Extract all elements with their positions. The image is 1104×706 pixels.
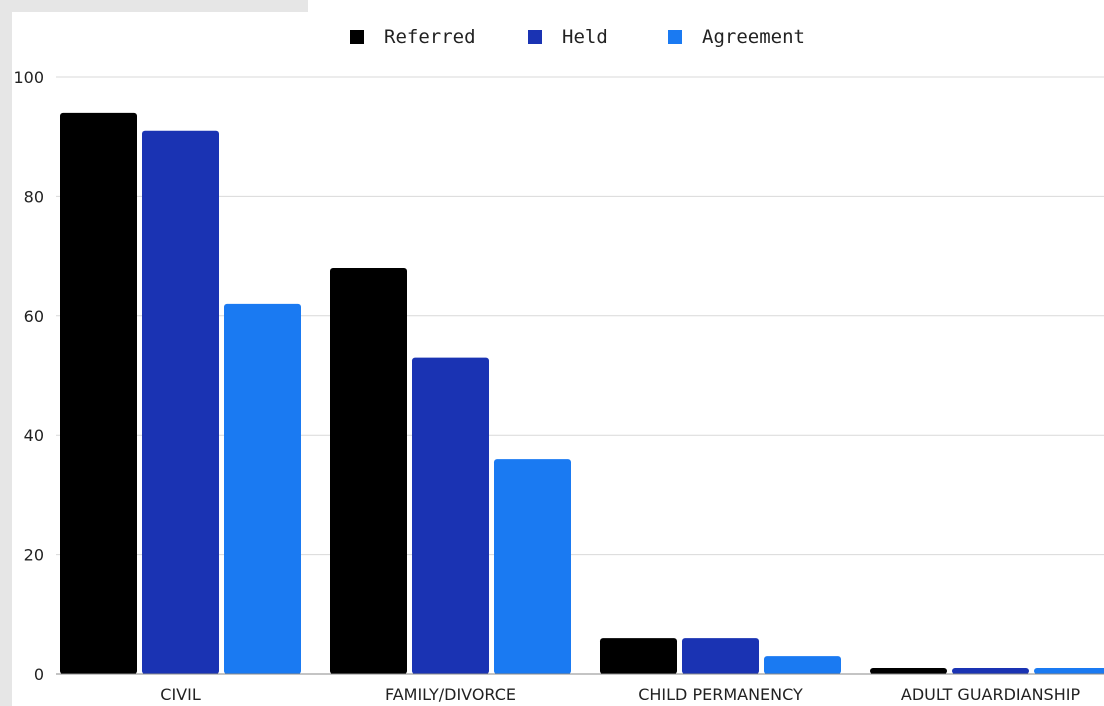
y-axis-ticks: 0 20 40 60 80 100 [13,68,44,684]
frame-border-top [0,0,308,12]
legend-swatch-held [528,30,542,44]
x-tick-label: CIVIL [160,685,201,704]
bar-held-1 [412,357,489,674]
bar-held-0 [142,130,219,675]
bar-referred-1 [330,268,407,674]
x-tick-label: ADULT GUARDIANSHIP [901,685,1081,704]
x-tick-label: FAMILY/DIVORCE [385,685,516,704]
bar-referred-3 [870,668,947,674]
x-axis-ticks: CIVIL FAMILY/DIVORCE CHILD PERMANENCY ADULT… [160,685,1080,704]
legend-label-held: Held [562,26,608,48]
legend-label-agreement: Agreement [702,26,805,48]
y-tick-label: 80 [24,187,44,206]
bars [60,112,1104,675]
bar-agreement-0 [224,303,301,674]
y-tick-label: 40 [24,426,44,445]
bar-agreement-2 [764,656,841,674]
x-tick-label: CHILD PERMANENCY [638,685,803,704]
y-tick-label: 0 [34,665,44,684]
legend: Referred Held Agreement [350,26,805,48]
bar-agreement-3 [1034,668,1104,674]
legend-label-referred: Referred [384,26,476,48]
bar-referred-0 [60,112,137,674]
y-tick-label: 100 [13,68,44,87]
legend-swatch-referred [350,30,364,44]
y-tick-label: 60 [24,307,44,326]
bar-agreement-1 [494,459,571,674]
y-tick-label: 20 [24,546,44,565]
bar-held-3 [952,668,1029,674]
bar-held-2 [682,638,759,674]
frame-border-left [0,0,12,706]
bar-referred-2 [600,638,677,674]
legend-swatch-agreement [668,30,682,44]
